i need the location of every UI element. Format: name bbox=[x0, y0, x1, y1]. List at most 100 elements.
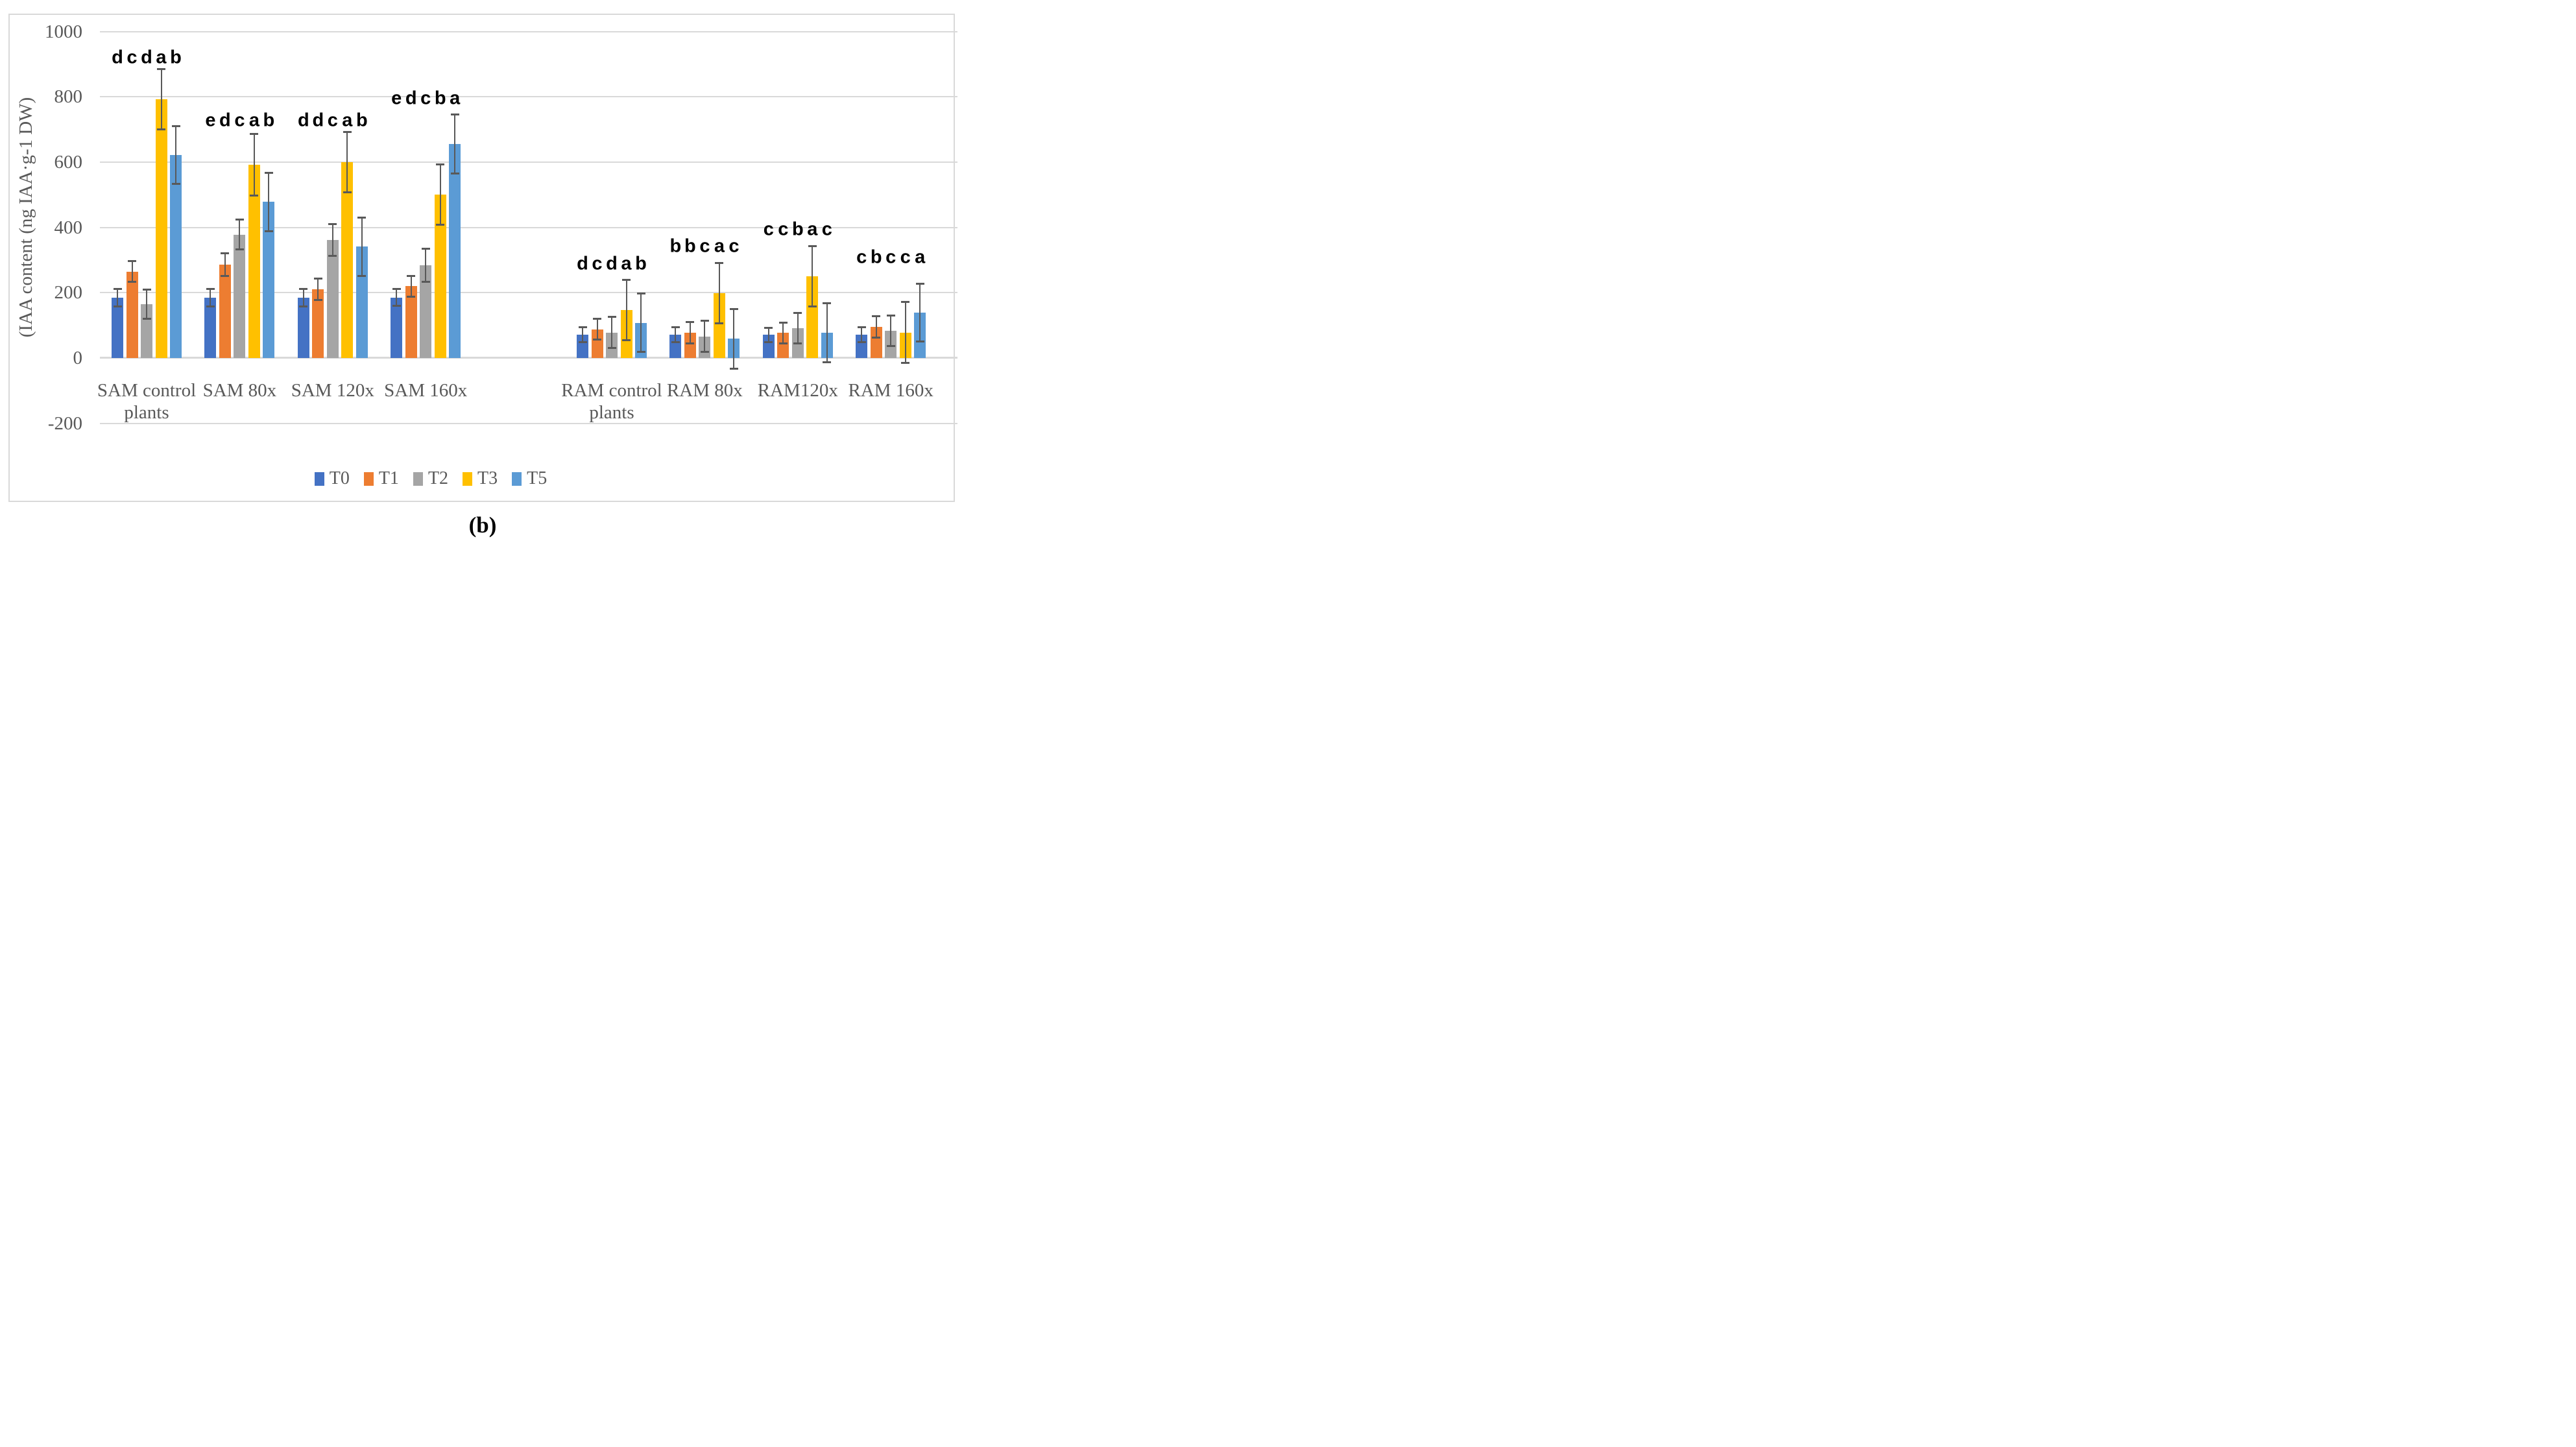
error-bar-line bbox=[146, 289, 147, 319]
error-bar-line bbox=[425, 248, 427, 282]
significance-letter: d bbox=[606, 253, 618, 274]
error-bar-cap bbox=[715, 261, 724, 264]
error-bar-cap bbox=[157, 67, 165, 70]
legend-item-t5: T5 bbox=[512, 468, 547, 489]
error-bar-line bbox=[718, 263, 720, 324]
error-bar-cap bbox=[808, 245, 817, 247]
error-bar-cap bbox=[593, 318, 601, 320]
bar-t0-8 bbox=[856, 335, 868, 358]
y-gridline bbox=[100, 422, 957, 424]
y-gridline bbox=[100, 30, 957, 32]
error-bar-cap bbox=[264, 230, 273, 232]
error-bar-line bbox=[733, 309, 735, 368]
legend-swatch-icon bbox=[413, 472, 423, 486]
significance-letter: d bbox=[219, 110, 231, 130]
error-bar-line bbox=[812, 246, 813, 307]
x-category-label: SAM control plants bbox=[97, 380, 197, 423]
error-bar-cap bbox=[206, 305, 215, 307]
error-bar-cap bbox=[299, 305, 308, 307]
significance-letter: d bbox=[577, 253, 588, 274]
significance-letter: b bbox=[355, 110, 368, 130]
bar-t0-3 bbox=[297, 297, 309, 358]
legend-label: T3 bbox=[477, 468, 498, 488]
legend-item-t0: T0 bbox=[314, 468, 350, 489]
significance-letter: c bbox=[592, 253, 603, 274]
error-bar-cap bbox=[392, 305, 401, 307]
significance-letter: c bbox=[699, 235, 710, 257]
error-bar-line bbox=[410, 276, 412, 297]
significance-letter: d bbox=[112, 47, 123, 68]
significance-letter: a bbox=[807, 219, 818, 240]
error-bar-cap bbox=[113, 287, 122, 290]
significance-letter: a bbox=[156, 47, 167, 68]
error-bar-cap bbox=[313, 298, 322, 301]
error-bar-line bbox=[861, 327, 863, 342]
bar-t1-7 bbox=[777, 333, 789, 358]
y-gridline bbox=[100, 161, 957, 163]
legend-item-t2: T2 bbox=[413, 468, 448, 489]
legend-item-t3: T3 bbox=[463, 468, 498, 489]
bar-t1-3 bbox=[312, 289, 324, 358]
error-bar-cap bbox=[901, 361, 910, 364]
y-gridline bbox=[100, 292, 957, 294]
significance-letter: c bbox=[821, 219, 832, 240]
error-bar-cap bbox=[729, 367, 738, 370]
significance-letter: a bbox=[342, 110, 353, 130]
error-bar-cap bbox=[128, 281, 136, 283]
error-bar-cap bbox=[793, 312, 802, 314]
error-bar-cap bbox=[636, 293, 645, 295]
significance-letter: a bbox=[621, 253, 632, 274]
bar-t3-1 bbox=[155, 99, 167, 358]
error-bar-line bbox=[767, 328, 769, 342]
error-bar-cap bbox=[857, 341, 866, 344]
error-bar-line bbox=[454, 114, 456, 174]
error-bar-line bbox=[160, 69, 162, 130]
x-category-label: RAM 160x bbox=[848, 380, 933, 401]
error-bar-line bbox=[396, 289, 398, 306]
bar-t2-3 bbox=[326, 239, 339, 358]
error-bar-cap bbox=[729, 307, 738, 310]
error-bar-cap bbox=[392, 288, 401, 291]
bar-t2-1 bbox=[141, 304, 152, 358]
error-bar-line bbox=[689, 322, 691, 344]
y-tick-label: 1000 bbox=[45, 21, 82, 42]
legend: T0 T1 T2 T3 T5 bbox=[197, 468, 664, 489]
significance-letter: c bbox=[856, 246, 867, 268]
bar-t5-2 bbox=[263, 202, 275, 358]
error-bar-line bbox=[346, 132, 348, 193]
significance-letter: c bbox=[728, 235, 740, 257]
error-bar-line bbox=[797, 313, 799, 344]
bar-t3-3 bbox=[341, 161, 354, 358]
error-bar-cap bbox=[636, 350, 645, 353]
bar-t0-4 bbox=[391, 297, 403, 358]
error-bar-cap bbox=[622, 279, 631, 281]
error-bar-cap bbox=[421, 280, 430, 283]
significance-letter: d bbox=[141, 47, 152, 68]
error-bar-cap bbox=[593, 339, 601, 341]
legend-swatch-icon bbox=[314, 472, 324, 486]
error-bar-cap bbox=[206, 287, 215, 290]
error-bar-line bbox=[361, 217, 363, 276]
bar-t0-5 bbox=[577, 334, 588, 358]
error-bar-cap bbox=[872, 336, 881, 339]
error-bar-line bbox=[890, 315, 892, 346]
error-bar-cap bbox=[764, 326, 773, 329]
error-bar-cap bbox=[221, 274, 230, 277]
significance-letter: b bbox=[635, 253, 647, 274]
error-bar-line bbox=[904, 302, 906, 363]
bar-t1-5 bbox=[591, 329, 603, 358]
error-bar-cap bbox=[450, 172, 459, 174]
error-bar-line bbox=[224, 253, 226, 276]
y-tick-label: 600 bbox=[54, 151, 83, 173]
significance-letter: b bbox=[684, 235, 696, 257]
error-bar-cap bbox=[578, 341, 587, 343]
significance-letter: c bbox=[420, 88, 431, 109]
error-bar-cap bbox=[357, 274, 367, 277]
legend-swatch-icon bbox=[463, 472, 473, 486]
bar-t3-6 bbox=[713, 293, 725, 358]
error-bar-line bbox=[302, 289, 304, 307]
error-bar-cap bbox=[686, 320, 695, 323]
significance-letter: b bbox=[791, 219, 804, 240]
error-bar-cap bbox=[328, 222, 337, 225]
legend-swatch-icon bbox=[512, 472, 522, 486]
